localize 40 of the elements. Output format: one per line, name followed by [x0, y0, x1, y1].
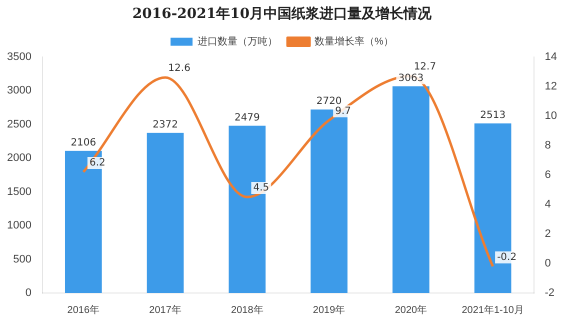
y-tick-label: 3500 — [6, 50, 32, 63]
y-tick-label: 2500 — [6, 118, 32, 130]
y-tick-label: 3000 — [6, 84, 32, 97]
data-label: 4.5 — [253, 182, 270, 194]
data-label: 6.2 — [89, 158, 106, 169]
data-label: 9.7 — [335, 106, 352, 117]
y2-tick-label: 0 — [544, 258, 551, 270]
legend-label: 数量增长率（%） — [314, 36, 394, 48]
bar — [392, 86, 430, 293]
y-tick-label: 0 — [25, 287, 32, 300]
data-label: 2720 — [316, 96, 342, 108]
y-tick-label: 2000 — [6, 152, 32, 164]
x-tick-label: 2021年1-10月 — [462, 304, 524, 316]
y2-tick-label: 8 — [544, 139, 551, 152]
data-label: 12.6 — [168, 63, 190, 74]
data-label: 2106 — [70, 137, 96, 148]
x-tick-label: 2018年 — [231, 304, 264, 316]
y2-tick-label: 6 — [544, 168, 551, 181]
y2-tick-label: 10 — [544, 110, 558, 122]
data-label: 2372 — [152, 120, 178, 131]
x-tick-label: 2020年 — [394, 304, 428, 316]
data-label: 2479 — [234, 112, 260, 124]
y2-tick-label: 12 — [544, 80, 558, 92]
y-tick-label: 1000 — [6, 220, 32, 232]
y2-tick-label: 4 — [544, 198, 551, 210]
bar — [146, 132, 184, 293]
x-tick-label: 2017年 — [149, 304, 182, 316]
y2-tick-label: 2 — [544, 228, 551, 240]
data-label: 12.7 — [414, 62, 436, 73]
y2-tick-label: -2 — [544, 287, 555, 300]
y2-tick-label: 14 — [544, 50, 558, 63]
data-label: 3063 — [398, 72, 424, 84]
legend-label: 进口数量（万吨） — [198, 36, 278, 48]
data-label: -0.2 — [497, 252, 517, 264]
x-tick-label: 2016年 — [67, 304, 100, 316]
chart-title: 2016-2021年10月中国纸浆进口量及增长情况 — [132, 6, 433, 22]
data-label: 2513 — [480, 110, 506, 121]
y-tick-label: 500 — [13, 253, 32, 266]
y-tick-label: 1500 — [6, 186, 32, 198]
x-tick-label: 2019年 — [312, 304, 346, 316]
